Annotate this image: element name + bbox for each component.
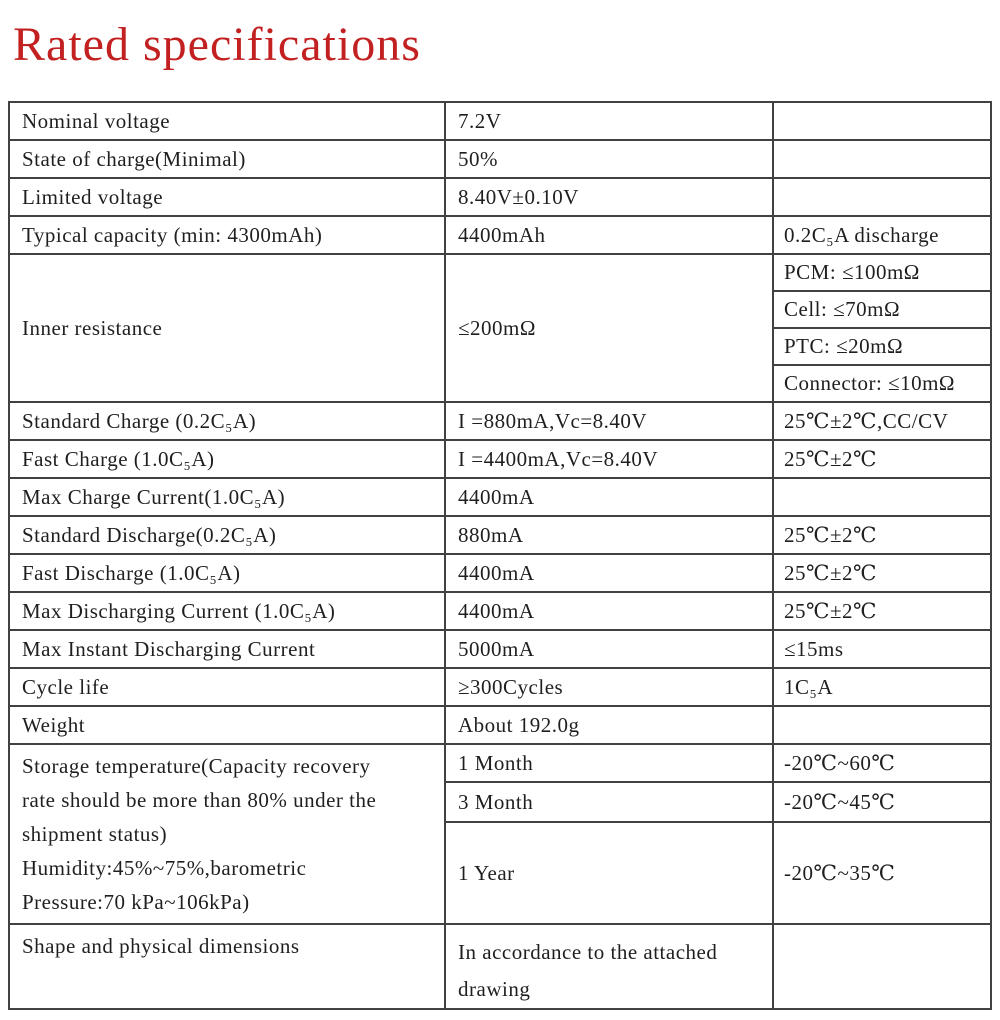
row-inner-resistance-connector: Connector: ≤10mΩ bbox=[9, 364, 992, 403]
storage-period-value: -20℃~45℃ bbox=[772, 781, 992, 823]
row-typical-capacity: Typical capacity (min: 4300mAh) 4400mAh … bbox=[8, 215, 992, 255]
row-storage-temperature-3-month: 3 Month -20℃~45℃ bbox=[9, 781, 992, 823]
spec-label: Standard Discharge(0.2C₅A) bbox=[8, 515, 446, 555]
row-max-instant-discharging-current: Max Instant Discharging Current 5000mA ≤… bbox=[8, 629, 992, 669]
spec-label: Typical capacity (min: 4300mAh) bbox=[8, 215, 446, 255]
spec-label: Weight bbox=[8, 705, 446, 745]
storage-period-label: 1 Year bbox=[444, 821, 774, 925]
spec-note: 0.2C₅A discharge bbox=[772, 215, 992, 255]
row-inner-resistance: Inner resistance ≤200mΩ PCM: ≤100mΩ bbox=[8, 253, 992, 403]
spec-value: 4400mA bbox=[444, 553, 774, 593]
row-fast-discharge: Fast Discharge (1.0C₅A) 4400mA 25℃±2℃ bbox=[8, 553, 992, 593]
spec-label: Limited voltage bbox=[8, 177, 446, 217]
spec-value: 5000mA bbox=[444, 629, 774, 669]
spec-value: 4400mA bbox=[444, 477, 774, 517]
row-storage-temperature-1-month: Storage temperature(Capacity recovery ra… bbox=[8, 743, 992, 925]
spec-value: About 192.0g bbox=[444, 705, 774, 745]
spec-value: I =880mA,Vc=8.40V bbox=[444, 401, 774, 441]
spec-note: 1C₅A bbox=[772, 667, 992, 707]
storage-label-line: Storage temperature(Capacity recovery bbox=[22, 754, 371, 778]
spec-label: Inner resistance bbox=[8, 253, 446, 403]
spec-note: 25℃±2℃ bbox=[772, 439, 992, 479]
spec-note bbox=[772, 923, 992, 1010]
spec-label: Max Charge Current(1.0C₅A) bbox=[8, 477, 446, 517]
spec-subnote-ptc: PTC: ≤20mΩ bbox=[772, 327, 992, 366]
storage-label-line: Humidity:45%~75%,barometric bbox=[22, 856, 307, 880]
spec-label: Fast Charge (1.0C₅A) bbox=[8, 439, 446, 479]
spec-label: State of charge(Minimal) bbox=[8, 139, 446, 179]
spec-value: 7.2V bbox=[444, 101, 774, 141]
spec-label: Max Instant Discharging Current bbox=[8, 629, 446, 669]
spec-note bbox=[772, 477, 992, 517]
storage-period-value: -20℃~60℃ bbox=[772, 743, 992, 783]
spec-label: Max Discharging Current (1.0C₅A) bbox=[8, 591, 446, 631]
row-weight: Weight About 192.0g bbox=[8, 705, 992, 745]
storage-period-label: 1 Month bbox=[444, 743, 774, 783]
row-standard-discharge: Standard Discharge(0.2C₅A) 880mA 25℃±2℃ bbox=[8, 515, 992, 555]
spec-note: 25℃±2℃ bbox=[772, 591, 992, 631]
spec-value: In accordance to the attached drawing bbox=[444, 923, 774, 1010]
row-max-charge-current: Max Charge Current(1.0C₅A) 4400mA bbox=[8, 477, 992, 517]
spec-note: 25℃±2℃ bbox=[772, 515, 992, 555]
spec-note bbox=[772, 705, 992, 745]
spec-label: Nominal voltage bbox=[8, 101, 446, 141]
spec-note bbox=[772, 101, 992, 141]
row-standard-charge: Standard Charge (0.2C₅A) I =880mA,Vc=8.4… bbox=[8, 401, 992, 441]
spec-subnote-cell: Cell: ≤70mΩ bbox=[772, 290, 992, 329]
spec-value: 4400mA bbox=[444, 591, 774, 631]
row-shape-and-physical-dimensions: Shape and physical dimensions In accorda… bbox=[8, 923, 992, 1010]
spec-label: Shape and physical dimensions bbox=[8, 923, 446, 1010]
spec-label: Cycle life bbox=[8, 667, 446, 707]
spec-value: ≤200mΩ bbox=[444, 253, 774, 403]
spec-value: 4400mAh bbox=[444, 215, 774, 255]
row-inner-resistance-cell: Cell: ≤70mΩ bbox=[9, 290, 992, 329]
spec-note: 25℃±2℃ bbox=[772, 553, 992, 593]
storage-period-value: -20℃~35℃ bbox=[772, 821, 992, 925]
row-max-discharging-current: Max Discharging Current (1.0C₅A) 4400mA … bbox=[8, 591, 992, 631]
storage-period-label: 3 Month bbox=[444, 781, 774, 823]
row-nominal-voltage: Nominal voltage 7.2V bbox=[8, 101, 992, 141]
storage-label-line: Pressure:70 kPa~106kPa) bbox=[22, 890, 250, 914]
spec-value: 50% bbox=[444, 139, 774, 179]
storage-label-line: rate should be more than 80% under the bbox=[22, 788, 377, 812]
spec-subnote-connector: Connector: ≤10mΩ bbox=[772, 364, 992, 403]
row-cycle-life: Cycle life ≥300Cycles 1C₅A bbox=[8, 667, 992, 707]
spec-label: Fast Discharge (1.0C₅A) bbox=[8, 553, 446, 593]
spec-note bbox=[772, 177, 992, 217]
spec-value: 8.40V±0.10V bbox=[444, 177, 774, 217]
row-limited-voltage: Limited voltage 8.40V±0.10V bbox=[8, 177, 992, 217]
spec-label: Standard Charge (0.2C₅A) bbox=[8, 401, 446, 441]
spec-note: 25℃±2℃,CC/CV bbox=[772, 401, 992, 441]
row-inner-resistance-ptc: PTC: ≤20mΩ bbox=[9, 327, 992, 366]
spec-subnote-pcm: PCM: ≤100mΩ bbox=[772, 253, 992, 292]
row-storage-temperature-1-year: 1 Year -20℃~35℃ bbox=[9, 821, 992, 925]
storage-label-line: shipment status) bbox=[22, 822, 168, 846]
spec-value: ≥300Cycles bbox=[444, 667, 774, 707]
rated-specifications-table: Nominal voltage 7.2V State of charge(Min… bbox=[8, 101, 992, 1010]
spec-value: I =4400mA,Vc=8.40V bbox=[444, 439, 774, 479]
row-state-of-charge: State of charge(Minimal) 50% bbox=[8, 139, 992, 179]
row-fast-charge: Fast Charge (1.0C₅A) I =4400mA,Vc=8.40V … bbox=[8, 439, 992, 479]
spec-note bbox=[772, 139, 992, 179]
spec-note: ≤15ms bbox=[772, 629, 992, 669]
page-title: Rated specifications bbox=[13, 18, 421, 71]
spec-value: 880mA bbox=[444, 515, 774, 555]
spec-label-storage-temperature: Storage temperature(Capacity recovery ra… bbox=[8, 743, 446, 925]
